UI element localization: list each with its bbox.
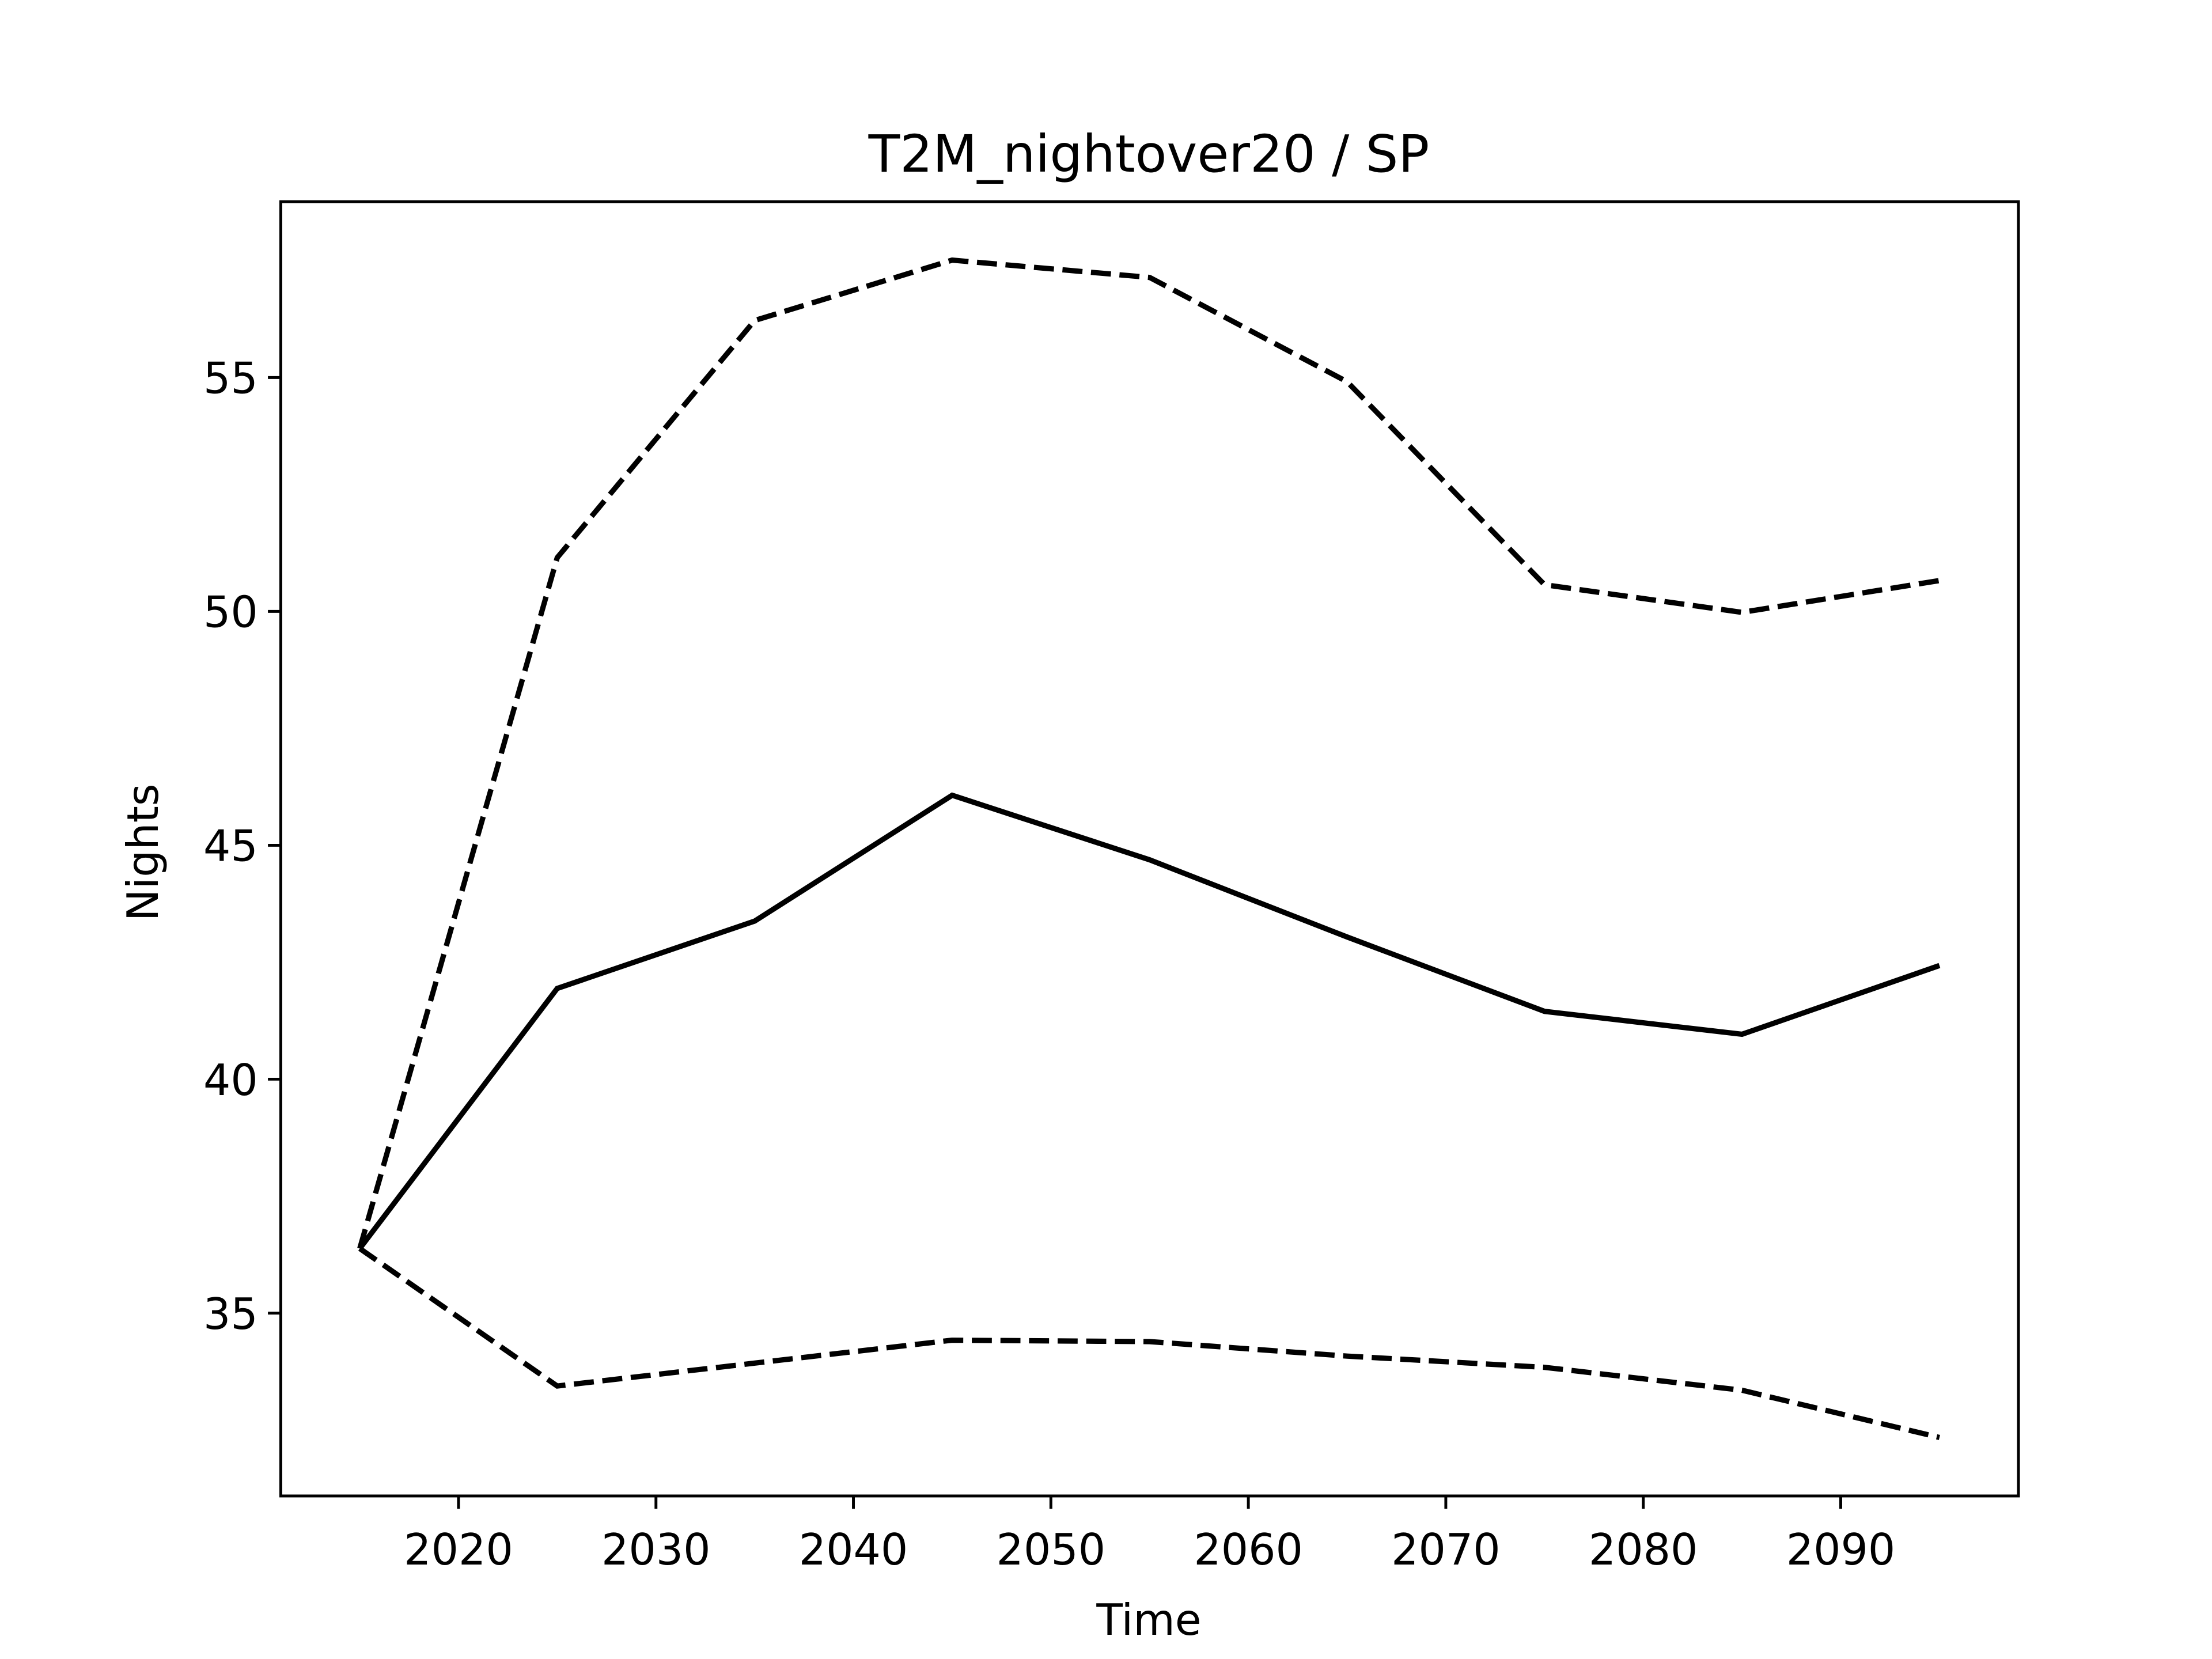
y-tick-label: 55 xyxy=(203,354,258,404)
x-axis-label: Time xyxy=(1096,1595,1201,1645)
x-tick-label: 2060 xyxy=(1194,1525,1303,1575)
x-tick-label: 2050 xyxy=(997,1525,1106,1575)
x-tick-label: 2020 xyxy=(404,1525,513,1575)
plot-frame xyxy=(279,200,2020,1498)
x-tick-label: 2080 xyxy=(1589,1525,1698,1575)
y-axis-label: Nights xyxy=(118,783,168,921)
line-series xyxy=(357,792,1941,1251)
y-tick-label: 35 xyxy=(203,1289,258,1339)
y-tick-label: 40 xyxy=(203,1055,258,1105)
line-series xyxy=(358,1246,1940,1440)
x-tick-label: 2090 xyxy=(1786,1525,1896,1575)
line-series xyxy=(357,257,1940,1249)
y-tick-label: 45 xyxy=(203,821,258,872)
y-tick-label: 50 xyxy=(203,588,258,638)
x-tick-label: 2030 xyxy=(601,1525,711,1575)
x-tick-label: 2040 xyxy=(799,1525,908,1575)
x-tick-label: 2070 xyxy=(1391,1525,1501,1575)
chart-title: T2M_nightover20 / SP xyxy=(868,124,1430,184)
